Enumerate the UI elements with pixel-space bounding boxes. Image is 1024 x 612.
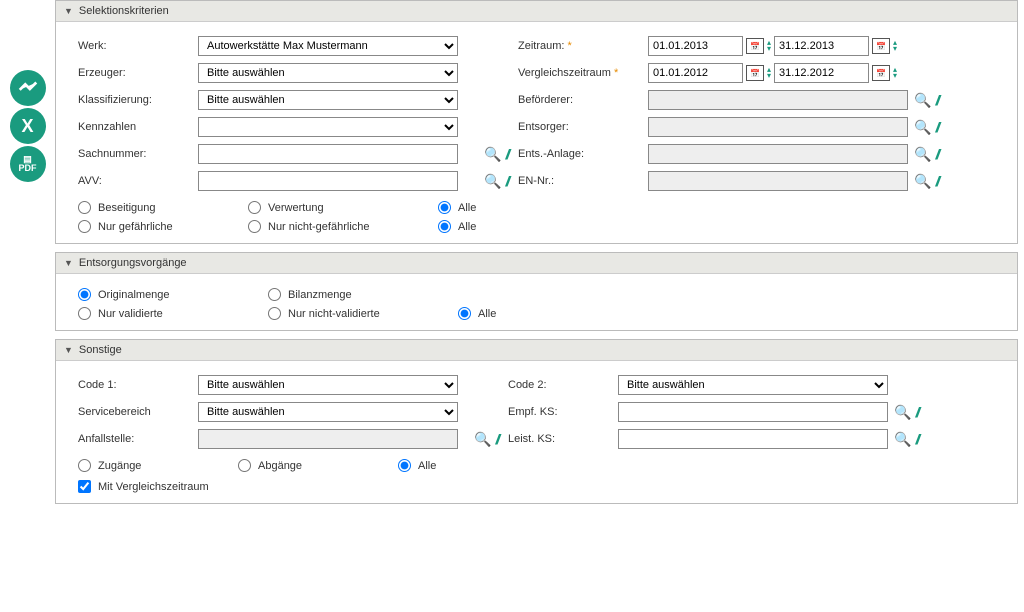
vgl-to-input[interactable] [774,63,869,83]
klassifizierung-select[interactable]: Bitte auswählen [198,90,458,110]
report-icon[interactable] [10,70,46,106]
panel-title: Sonstige [79,344,122,356]
servicebereich-select[interactable]: Bitte auswählen [198,402,458,422]
panel-sonstige: ▼ Sonstige Code 1: Bitte auswählen Code … [55,339,1018,504]
excel-export-icon[interactable]: X [10,108,46,144]
search-icon[interactable]: 🔍 [484,173,501,190]
clear-icon[interactable]: // [935,92,937,108]
radio-bilanzmenge[interactable]: Bilanzmenge [268,288,458,301]
date-spinner[interactable]: ▴▾ [893,67,897,79]
klassifizierung-label: Klassifizierung: [78,94,198,106]
empfks-label: Empf. KS: [508,406,618,418]
clear-icon[interactable]: // [935,173,937,189]
befoerderer-input[interactable] [648,90,908,110]
pdf-export-icon[interactable]: ▤PDF [10,146,46,182]
clear-icon[interactable]: // [915,431,917,447]
radio-beseitigung[interactable]: Beseitigung [78,201,248,214]
leistks-input[interactable] [618,429,888,449]
radio-nicht-gefaehrlich[interactable]: Nur nicht-gefährliche [248,220,438,233]
collapse-icon: ▼ [64,6,73,16]
erzeuger-select[interactable]: Bitte auswählen [198,63,458,83]
search-icon[interactable]: 🔍 [474,431,491,448]
calendar-icon[interactable]: 📅 [746,65,764,81]
clear-icon[interactable]: // [505,146,507,162]
befoerderer-label: Beförderer: [518,94,648,106]
radio-zugaenge[interactable]: Zugänge [78,459,238,472]
panel-header[interactable]: ▼ Sonstige [56,340,1017,361]
search-icon[interactable]: 🔍 [914,146,931,163]
calendar-icon[interactable]: 📅 [872,38,890,54]
code1-label: Code 1: [78,379,198,391]
code2-label: Code 2: [508,379,618,391]
panel-title: Selektionskriterien [79,5,169,17]
radio-alle-1[interactable]: Alle [438,201,558,214]
entsanlage-input[interactable] [648,144,908,164]
clear-icon[interactable]: // [505,173,507,189]
avv-input[interactable] [198,171,458,191]
panel-title: Entsorgungsvorgänge [79,257,187,269]
radio-verwertung[interactable]: Verwertung [248,201,438,214]
werk-select[interactable]: Autowerkstätte Max Mustermann [198,36,458,56]
clear-icon[interactable]: // [935,119,937,135]
vgl-from-input[interactable] [648,63,743,83]
main: ▼ Selektionskriterien Werk: Autowerkstät… [55,0,1024,512]
panel-selektionskriterien: ▼ Selektionskriterien Werk: Autowerkstät… [55,0,1018,244]
search-icon[interactable]: 🔍 [914,119,931,136]
code2-select[interactable]: Bitte auswählen [618,375,888,395]
panel-header[interactable]: ▼ Entsorgungsvorgänge [56,253,1017,274]
radio-nicht-validierte[interactable]: Nur nicht-validierte [268,307,458,320]
kennzahlen-select[interactable] [198,117,458,137]
search-icon[interactable]: 🔍 [894,431,911,448]
empfks-input[interactable] [618,402,888,422]
radio-alle-4[interactable]: Alle [398,459,518,472]
vergleichszeitraum-label: Vergleichszeitraum [518,67,648,79]
radio-alle-3[interactable]: Alle [458,307,578,320]
date-spinner[interactable]: ▴▾ [767,67,771,79]
erzeuger-label: Erzeuger: [78,67,198,79]
radio-validierte[interactable]: Nur validierte [78,307,268,320]
checkbox-vergleichszeitraum[interactable]: Mit Vergleichszeitraum [78,480,209,493]
calendar-icon[interactable]: 📅 [746,38,764,54]
avv-label: AVV: [78,175,198,187]
clear-icon[interactable]: // [935,146,937,162]
entsanlage-label: Ents.-Anlage: [518,148,648,160]
search-icon[interactable]: 🔍 [484,146,501,163]
sidebar: X ▤PDF [0,0,55,512]
collapse-icon: ▼ [64,258,73,268]
anfallstelle-label: Anfallstelle: [78,433,198,445]
clear-icon[interactable]: // [495,431,497,447]
zeitraum-to-input[interactable] [774,36,869,56]
radio-abgaenge[interactable]: Abgänge [238,459,398,472]
panel-header[interactable]: ▼ Selektionskriterien [56,1,1017,22]
date-spinner[interactable]: ▴▾ [767,40,771,52]
entsorger-input[interactable] [648,117,908,137]
search-icon[interactable]: 🔍 [914,92,931,109]
entsorger-label: Entsorger: [518,121,648,133]
search-icon[interactable]: 🔍 [894,404,911,421]
code1-select[interactable]: Bitte auswählen [198,375,458,395]
sachnummer-input[interactable] [198,144,458,164]
search-icon[interactable]: 🔍 [914,173,931,190]
werk-label: Werk: [78,40,198,52]
zeitraum-from-input[interactable] [648,36,743,56]
calendar-icon[interactable]: 📅 [872,65,890,81]
date-spinner[interactable]: ▴▾ [893,40,897,52]
radio-originalmenge[interactable]: Originalmenge [78,288,268,301]
ennr-input[interactable] [648,171,908,191]
radio-alle-2[interactable]: Alle [438,220,558,233]
anfallstelle-input[interactable] [198,429,458,449]
zeitraum-label: Zeitraum: [518,40,648,52]
servicebereich-label: Servicebereich [78,406,198,418]
leistks-label: Leist. KS: [508,433,618,445]
ennr-label: EN-Nr.: [518,175,648,187]
clear-icon[interactable]: // [915,404,917,420]
kennzahlen-label: Kennzahlen [78,121,198,133]
sachnummer-label: Sachnummer: [78,148,198,160]
radio-gefaehrlich[interactable]: Nur gefährliche [78,220,248,233]
panel-entsorgungsvorgaenge: ▼ Entsorgungsvorgänge Originalmenge Bila… [55,252,1018,331]
collapse-icon: ▼ [64,345,73,355]
